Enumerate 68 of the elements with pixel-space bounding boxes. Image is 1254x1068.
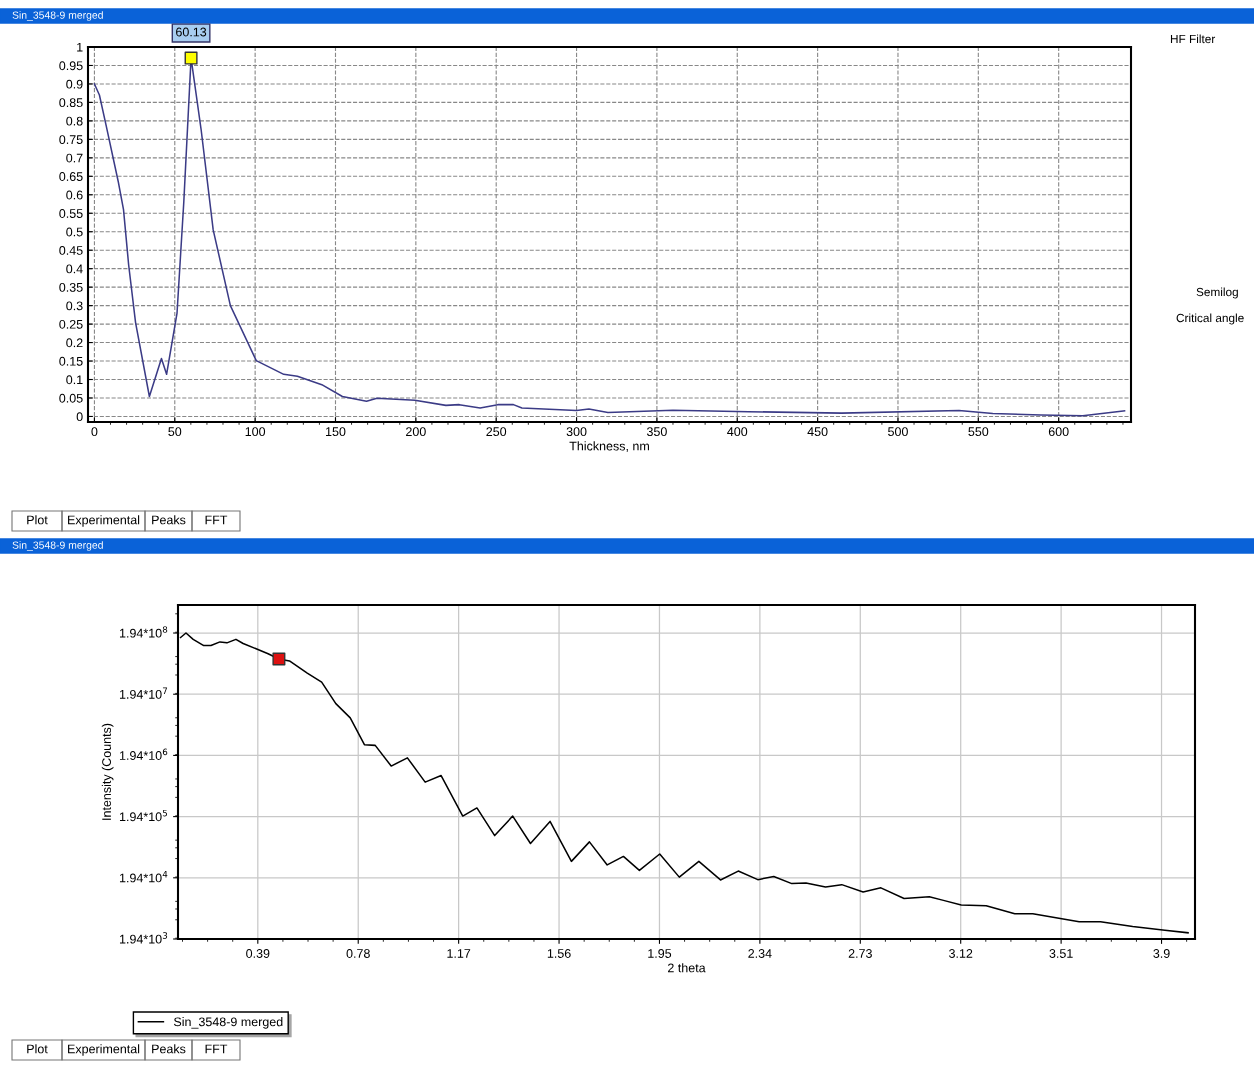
y-tick-label: 0.2 <box>66 338 83 348</box>
x-axis-title: Thickness, nm <box>569 441 649 452</box>
x-tick-label: 500 <box>888 427 908 437</box>
y-tick-label: 1.94*10$^{8}$ <box>119 626 168 638</box>
y-tick-label: 0.3 <box>66 301 83 311</box>
y-tick-label: 1.94*10$^{3}$ <box>119 932 168 944</box>
x-tick-label: 1.56 <box>547 949 571 958</box>
x-tick-label: 1.17 <box>447 949 471 958</box>
x-tick-label: 400 <box>727 427 748 437</box>
annotation: 60.13 <box>176 27 207 37</box>
x-tick-label: 0.78 <box>346 949 370 958</box>
x-tick-label: 300 <box>566 427 587 437</box>
x-tick-label: 450 <box>807 427 828 437</box>
y-tick-label: 0.1 <box>66 375 83 385</box>
x-tick-label: 550 <box>968 427 989 437</box>
text: Sin_3548-9 merged <box>12 541 103 551</box>
x-tick-label: 0.39 <box>246 949 270 958</box>
y-tick-label: 1.94*10$^{7}$ <box>119 687 168 699</box>
y-tick-label: 0.15 <box>59 356 83 366</box>
y-tick-label: 0.65 <box>59 172 83 181</box>
y-tick-label: 0.45 <box>59 246 83 255</box>
text: Plot <box>27 515 48 525</box>
x-tick-label: 100 <box>245 427 266 437</box>
y-tick-label: 0.8 <box>66 116 83 126</box>
y-tick-label: 0.5 <box>66 227 83 237</box>
x-tick-label: 350 <box>646 427 667 437</box>
x-tick-label: 600 <box>1048 427 1069 437</box>
x-tick-label: 0 <box>91 427 98 437</box>
x-axis-title: 2 theta <box>668 963 706 973</box>
y-tick-label: 0.4 <box>66 264 83 274</box>
legend-label: Sin_3548-9 merged <box>173 1017 283 1029</box>
y-tick-label: 1.94*10$^{4}$ <box>119 871 168 883</box>
y-tick-label: 0.75 <box>59 135 83 145</box>
y-tick-label: 1 <box>77 42 83 52</box>
y-tick-label: 0.25 <box>59 319 83 329</box>
y-tick-label: 0.55 <box>59 209 83 218</box>
x-tick-label: 2.34 <box>748 949 772 958</box>
x-tick-label: 250 <box>486 427 507 437</box>
text: HF Filter <box>1170 34 1216 44</box>
x-tick-label: 2.73 <box>848 949 872 958</box>
text: Plot <box>27 1044 48 1054</box>
text: Experimental <box>68 1044 140 1056</box>
x-tick-label: 150 <box>326 427 346 437</box>
text: Semilog <box>1196 287 1238 299</box>
text: FFT <box>205 1044 228 1054</box>
x-tick-label: 50 <box>168 427 182 437</box>
y-tick-label: 0.85 <box>59 98 83 108</box>
y-tick-label: 0.35 <box>59 282 83 292</box>
y-tick-label: 1.94*10$^{6}$ <box>119 748 168 760</box>
x-tick-label: 1.95 <box>648 949 672 958</box>
y-tick-label: 0.7 <box>66 153 83 163</box>
chart-title: Sin_3548-9 merged <box>12 11 103 21</box>
y-tick-label: 0.05 <box>59 393 83 403</box>
text: Peaks <box>152 515 186 525</box>
x-tick-label: 3.51 <box>1049 949 1073 958</box>
x-tick-label: 200 <box>406 427 426 437</box>
y-tick-label: 0.9 <box>66 79 83 89</box>
y-tick-label: 0.95 <box>59 61 83 71</box>
x-tick-label: 3.12 <box>949 949 973 958</box>
text: Experimental <box>68 515 140 527</box>
text: Critical angle <box>1176 313 1244 325</box>
x-tick-label: 3.9 <box>1153 949 1170 958</box>
y-axis-title: Intensity (Counts) <box>101 723 114 820</box>
y-tick-label: 0 <box>76 412 83 422</box>
text: Peaks <box>152 1044 186 1054</box>
text: FFT <box>205 515 228 525</box>
y-tick-label: 0.6 <box>66 190 83 200</box>
y-tick-label: 1.94*10$^{5}$ <box>119 809 168 822</box>
